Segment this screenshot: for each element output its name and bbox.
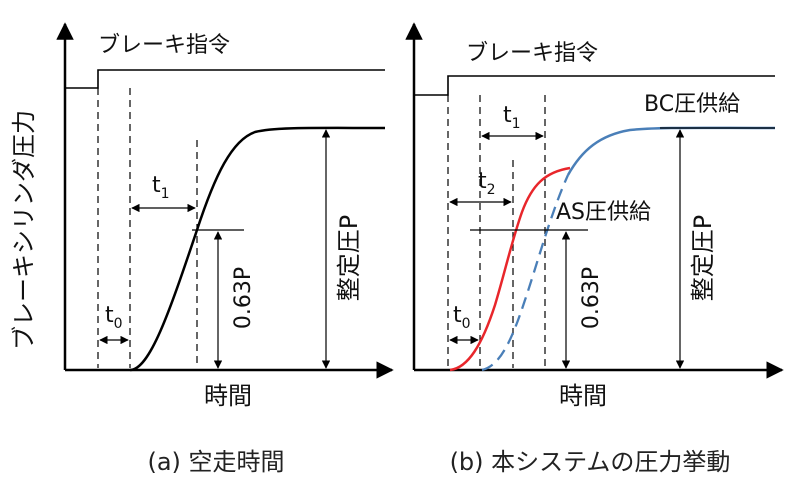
steady-label: 整定圧P <box>689 215 717 301</box>
t1-label: t1 <box>503 103 521 132</box>
p063-label: 0.63P <box>579 267 604 329</box>
brake-command-line <box>414 75 775 96</box>
steady-label: 整定圧P <box>335 215 363 301</box>
y-axis-label: ブレーキシリンダ圧力 <box>10 110 38 350</box>
as-supply-label: AS圧供給 <box>556 200 651 225</box>
t2-label: t2 <box>478 169 496 198</box>
x-axis-label: 時間 <box>559 382 607 410</box>
t1-label: t1 <box>152 173 170 202</box>
brake-command-label: ブレーキ指令 <box>98 33 230 58</box>
as-pressure-curve <box>449 166 571 372</box>
caption-a: (a) 空走時間 <box>147 448 284 476</box>
t0-label: t0 <box>105 303 123 332</box>
brake-command-label: ブレーキ指令 <box>466 41 598 66</box>
caption-b: (b) 本システムの圧力挙動 <box>450 448 731 476</box>
panel-a: ブレーキシリンダ圧力 ブレーキ指令 t1 t0 0.63P 整定 <box>10 22 394 476</box>
pressure-curve <box>129 126 386 372</box>
x-axis-label: 時間 <box>204 382 252 410</box>
t0-label: t0 <box>453 303 471 332</box>
p063-label: 0.63P <box>231 267 256 329</box>
panel-b: ブレーキ指令 t1 t2 t0 0.63P <box>405 22 784 476</box>
brake-command-line <box>65 69 385 89</box>
bc-supply-label: BC圧供給 <box>644 92 740 117</box>
bc-pressure-curve <box>566 126 776 176</box>
bc-delayed-curve <box>481 174 570 372</box>
